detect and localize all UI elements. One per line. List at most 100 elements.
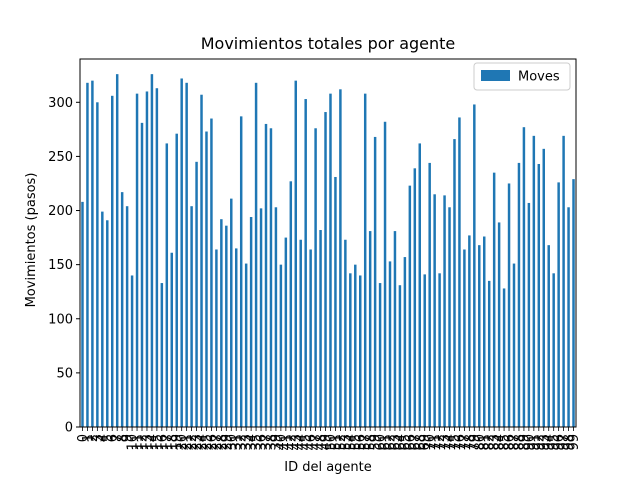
bar-agent-72: [438, 273, 441, 427]
x-tick-label: 28: [215, 434, 230, 451]
x-tick-label: 3: [91, 434, 106, 442]
bar-agent-78: [468, 235, 471, 427]
x-tick-label: 66: [403, 434, 418, 451]
x-tick-label: 32: [235, 434, 250, 451]
bar-agent-86: [507, 183, 511, 427]
bar-agent-28: [220, 219, 223, 427]
bar-agent-81: [483, 236, 486, 427]
bar-agent-4: [101, 211, 104, 427]
x-tick-label: 96: [552, 434, 567, 451]
bar-agent-27: [215, 249, 218, 427]
x-tick-label: 39: [269, 434, 284, 451]
y-axis: 0 50 100 150 200 250 300: [48, 96, 80, 436]
bar-agent-7: [115, 74, 119, 428]
x-tick-label: 12: [136, 434, 151, 451]
bar-agent-50: [329, 93, 332, 427]
bar-agent-30: [230, 198, 233, 427]
bar-agent-70: [428, 162, 431, 427]
x-tick-label: 6: [106, 434, 121, 442]
x-tick-label: 67: [408, 434, 423, 451]
bar-agent-40: [279, 264, 283, 427]
x-tick-label: 61: [379, 434, 394, 451]
x-tick-label: 4: [96, 434, 111, 442]
bar-agent-33: [244, 263, 248, 427]
x-tick-label: 30: [225, 434, 240, 451]
bar-agent-39: [274, 207, 278, 427]
bar-agent-71: [433, 194, 436, 427]
x-tick-label: 11: [131, 434, 146, 451]
bar-agent-98: [567, 207, 570, 427]
bar-agent-37: [264, 123, 268, 427]
x-tick-label: 71: [428, 434, 443, 451]
x-tick-label: 84: [493, 434, 508, 451]
x-tick-label: 33: [240, 434, 255, 451]
x-tick-label: 7: [111, 434, 126, 442]
bar-agent-42: [289, 181, 293, 427]
bar-agent-87: [512, 263, 516, 427]
bar-agent-11: [135, 93, 139, 427]
bar-agent-61: [383, 121, 387, 427]
y-tick-label: 300: [48, 96, 73, 111]
bar-agent-16: [160, 283, 164, 427]
x-tick-label: 19: [170, 434, 185, 451]
bar-agent-15: [155, 88, 159, 427]
x-tick-label: 99: [567, 434, 582, 451]
legend: Moves: [473, 62, 571, 91]
bar-agent-48: [319, 230, 322, 427]
x-tick-label: 58: [364, 434, 379, 451]
x-tick-label: 94: [542, 434, 557, 451]
x-tick-label: 42: [284, 434, 299, 451]
bar-agent-45: [304, 99, 307, 428]
bar-agent-66: [408, 185, 412, 427]
x-tick-label: 35: [250, 434, 265, 451]
bar-agent-0: [81, 201, 84, 427]
bar-agent-2: [91, 80, 94, 428]
bar-agent-69: [423, 274, 426, 427]
bar-agent-20: [180, 78, 183, 427]
x-tick-label: 37: [260, 434, 275, 451]
bar-agent-89: [522, 127, 526, 427]
x-tick-label: 8: [116, 434, 131, 442]
x-tick-label: 1: [81, 434, 96, 442]
x-tick-label: 72: [433, 434, 448, 451]
bar-agent-99: [572, 179, 575, 427]
bar-agent-59: [373, 136, 377, 427]
bar-agent-84: [497, 222, 501, 427]
x-tick-label: 43: [289, 434, 304, 451]
y-tick-label: 100: [48, 312, 73, 327]
x-tick-label: 81: [478, 434, 493, 451]
bar-agent-82: [487, 280, 491, 427]
bar-agent-31: [235, 248, 238, 427]
bar-agent-8: [120, 192, 124, 427]
x-tick-label: 27: [210, 434, 225, 451]
bar-agent-32: [239, 116, 243, 428]
bar-agent-53: [344, 239, 347, 427]
bar-agent-91: [532, 135, 536, 427]
bar-agent-12: [140, 122, 144, 428]
x-tick-label: 47: [309, 434, 324, 451]
x-tick-label: 25: [200, 434, 215, 451]
x-tick-label: 2: [86, 434, 101, 442]
x-tick-label: 18: [165, 434, 180, 451]
bar-agent-95: [552, 273, 555, 427]
bar-agent-64: [398, 285, 402, 427]
x-tick-label: 98: [562, 434, 577, 451]
x-tick-label: 56: [354, 434, 369, 451]
x-tick-label: 60: [374, 434, 389, 451]
x-tick-label: 76: [453, 434, 468, 451]
x-tick-label: 46: [304, 434, 319, 451]
bar-agent-29: [225, 225, 228, 427]
x-tick-label: 59: [369, 434, 384, 451]
bar-agent-23: [195, 161, 198, 427]
bar-agent-92: [537, 163, 541, 428]
bar-agent-19: [175, 133, 178, 427]
bar-agent-54: [349, 273, 352, 427]
x-tick-label: 95: [547, 434, 562, 451]
bar-agent-18: [170, 252, 173, 427]
x-tick-label: 82: [483, 434, 498, 451]
y-tick-label: 250: [48, 150, 73, 165]
x-tick-label: 74: [443, 434, 458, 451]
x-axis: 0123456789101112131415161718192021222324…: [76, 427, 582, 451]
